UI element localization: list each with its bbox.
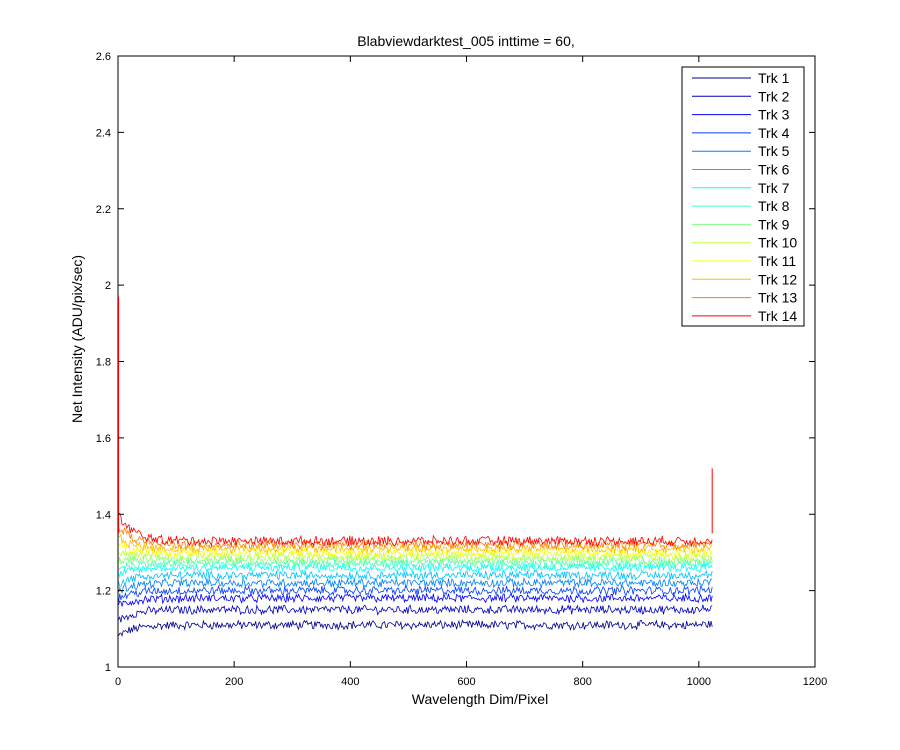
series-line-trk-4	[118, 585, 713, 603]
series-line-trk-6	[118, 569, 713, 587]
y-axis-label: Net Intensity (ADU/pix/sec)	[69, 255, 85, 423]
series-line-trk-7	[118, 561, 713, 579]
series-line-trk-9	[118, 554, 713, 566]
legend-label-trk-14: Trk 14	[758, 308, 797, 324]
series-line-trk-14	[118, 512, 713, 548]
legend-label-trk-2: Trk 2	[758, 88, 790, 104]
series-line-trk-8	[118, 557, 713, 571]
y-tick-label: 1	[105, 662, 111, 674]
series-line-trk-3	[118, 592, 713, 607]
x-tick-label: 1200	[803, 676, 827, 688]
legend-label-trk-13: Trk 13	[758, 290, 797, 306]
legend-label-trk-10: Trk 10	[758, 235, 797, 251]
y-tick-label: 2.2	[96, 204, 111, 216]
legend-label-trk-11: Trk 11	[758, 253, 796, 269]
chart-title: Blabviewdarktest_005 inttime = 60,	[357, 33, 575, 49]
y-tick-label: 1.4	[96, 509, 111, 521]
series-line-trk-13	[118, 526, 713, 551]
x-tick-label: 200	[225, 676, 243, 688]
legend-label-trk-9: Trk 9	[758, 216, 790, 232]
y-tick-label: 2	[105, 280, 111, 292]
x-axis-label: Wavelength Dim/Pixel	[412, 691, 548, 707]
series-group	[118, 296, 713, 637]
x-tick-label: 0	[115, 676, 121, 688]
legend-label-trk-7: Trk 7	[758, 180, 790, 196]
y-tick-label: 2.4	[96, 127, 111, 139]
y-tick-label: 2.6	[96, 51, 111, 63]
legend-label-trk-8: Trk 8	[758, 198, 790, 214]
x-tick-label: 800	[573, 676, 591, 688]
legend-box	[681, 66, 805, 327]
x-tick-label: 1000	[687, 676, 711, 688]
legend-label-trk-1: Trk 1	[758, 70, 790, 86]
legend: Trk 1 Trk 2 Trk 3 Trk 4 Trk 5 Trk 6 Trk 7 Trk 8…	[681, 66, 805, 327]
legend-label-trk-12: Trk 12	[758, 271, 797, 287]
legend-label-trk-5: Trk 5	[758, 143, 790, 159]
legend-label-trk-4: Trk 4	[758, 125, 790, 141]
series-line-trk-2	[118, 604, 713, 623]
series-line-trk-11	[118, 543, 713, 559]
y-tick-label: 1.8	[96, 357, 111, 369]
x-tick-label: 400	[341, 676, 359, 688]
ticks-group: 0 200 400 600 800 1000 1200 1 1.2 1.4 1.6 1.8 2 2.2 2.…	[96, 51, 828, 688]
series-line-trk-10	[118, 549, 713, 562]
y-tick-label: 1.6	[96, 433, 111, 445]
legend-label-trk-6: Trk 6	[758, 162, 790, 178]
legend-label-trk-3: Trk 3	[758, 107, 790, 123]
y-tick-label: 1.2	[96, 586, 111, 598]
series-line-trk-5	[118, 576, 713, 594]
series-line-trk-1	[118, 618, 713, 637]
x-tick-label: 600	[457, 676, 475, 688]
